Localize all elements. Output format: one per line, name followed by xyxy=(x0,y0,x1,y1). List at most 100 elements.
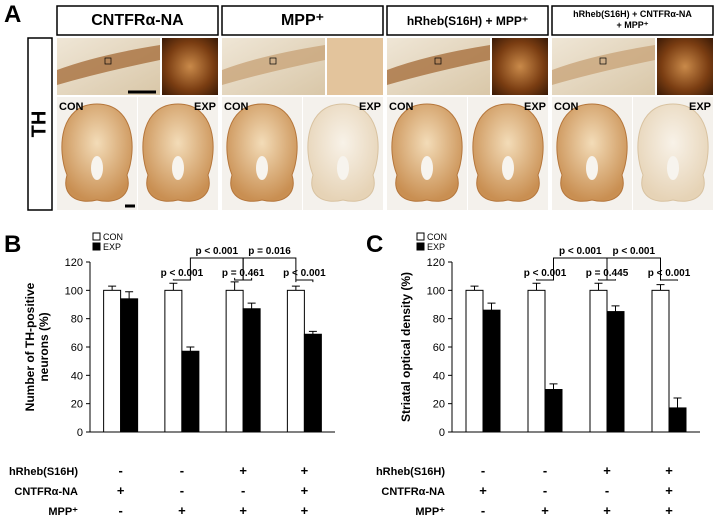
condition-value: - xyxy=(118,503,122,518)
inset-box xyxy=(599,57,607,65)
condition-value: - xyxy=(605,483,609,498)
legend-swatch xyxy=(416,232,425,241)
condition-value: + xyxy=(665,503,673,518)
y-tick-label: 40 xyxy=(433,370,445,382)
condition-value: - xyxy=(180,463,184,478)
tissue-band xyxy=(222,45,325,85)
bar xyxy=(651,289,670,433)
panel-label: C xyxy=(366,231,383,258)
significance-bracket xyxy=(660,279,678,281)
error-bar xyxy=(549,383,558,390)
p-value: p = 0.445 xyxy=(586,268,629,279)
ventricle xyxy=(586,156,598,180)
bar xyxy=(303,333,322,433)
error-bar xyxy=(125,291,134,299)
condition-value: + xyxy=(541,503,549,518)
ventricle xyxy=(337,156,349,180)
bar xyxy=(465,289,484,433)
image-label: CON xyxy=(554,101,579,113)
condition-value: - xyxy=(543,483,547,498)
column-header: hRheb(S16H) + MPP⁺ xyxy=(407,14,528,28)
column-header-box xyxy=(386,5,549,36)
y-tick-label: 20 xyxy=(433,399,445,411)
image-label: CON xyxy=(389,101,414,113)
panel-label: A xyxy=(4,1,21,28)
error-bar xyxy=(186,346,195,352)
condition-value: + xyxy=(178,503,186,518)
condition-value: + xyxy=(603,463,611,478)
y-tick-label: 0 xyxy=(77,427,83,439)
column-header-box xyxy=(551,5,714,36)
condition-value: + xyxy=(479,483,487,498)
row-label-box xyxy=(27,37,53,211)
legend-swatch xyxy=(416,242,425,251)
condition-name: CNTFRα-NA xyxy=(14,486,78,498)
error-bar xyxy=(247,302,256,309)
condition-value: - xyxy=(543,463,547,478)
bar xyxy=(606,311,625,433)
significance-bracket xyxy=(172,279,191,281)
p-value: p < 0.001 xyxy=(524,268,567,279)
condition-value: - xyxy=(118,463,122,478)
legend-label: CON xyxy=(427,232,447,242)
condition-value: + xyxy=(665,463,673,478)
condition-value: + xyxy=(665,483,673,498)
y-tick-label: 20 xyxy=(71,399,83,411)
legend-label: EXP xyxy=(103,242,121,252)
image-label: EXP xyxy=(524,101,546,113)
image-label: CON xyxy=(224,101,249,113)
column-header: + MPP⁺ xyxy=(616,20,648,30)
legend-swatch xyxy=(92,232,101,241)
ventricle xyxy=(91,156,103,180)
y-tick-label: 0 xyxy=(439,427,445,439)
condition-value: - xyxy=(481,503,485,518)
bar xyxy=(589,289,608,433)
significance-bracket xyxy=(295,279,314,283)
p-value: p < 0.001 xyxy=(283,268,326,279)
ventricle xyxy=(421,156,433,180)
column-header-box xyxy=(56,5,219,36)
p-value: p = 0.016 xyxy=(248,246,291,257)
error-bar xyxy=(308,330,317,335)
bar xyxy=(482,309,501,433)
column-header: CNTFRα-NA xyxy=(91,12,184,29)
significance-bracket xyxy=(606,257,661,280)
y-tick-label: 100 xyxy=(427,285,445,297)
condition-value: + xyxy=(301,503,309,518)
p-value: p = 0.461 xyxy=(222,268,265,279)
brain-section xyxy=(142,103,214,202)
condition-name: CNTFRα-NA xyxy=(381,486,445,498)
error-bar xyxy=(470,285,479,291)
column-header: hRheb(S16H) + CNTFRα-NA xyxy=(573,9,692,19)
ventricle xyxy=(172,156,184,180)
image-label: EXP xyxy=(194,101,216,113)
error-bar xyxy=(673,397,682,408)
ventricle xyxy=(256,156,268,180)
bar xyxy=(286,289,305,433)
condition-value: + xyxy=(603,503,611,518)
bar xyxy=(103,289,122,433)
tissue-band xyxy=(387,45,490,85)
condition-value: + xyxy=(301,463,309,478)
y-tick-label: 60 xyxy=(433,342,445,354)
zoom-image xyxy=(162,38,218,95)
y-tick-label: 60 xyxy=(71,342,83,354)
bar xyxy=(181,350,200,433)
error-bar xyxy=(656,284,665,291)
brain-section xyxy=(556,103,628,202)
significance-bracket xyxy=(234,277,253,281)
y-tick-label: 120 xyxy=(427,257,445,269)
error-bar xyxy=(230,281,239,291)
p-value: p < 0.001 xyxy=(648,268,691,279)
inset-box xyxy=(269,57,277,65)
panel-label: B xyxy=(4,231,21,258)
ventricle xyxy=(502,156,514,180)
y-tick-label: 40 xyxy=(71,370,83,382)
condition-name: hRheb(S16H) xyxy=(9,466,78,478)
zoom-image xyxy=(492,38,548,95)
p-value: p < 0.001 xyxy=(195,246,238,257)
condition-value: + xyxy=(239,503,247,518)
bar xyxy=(527,289,546,433)
